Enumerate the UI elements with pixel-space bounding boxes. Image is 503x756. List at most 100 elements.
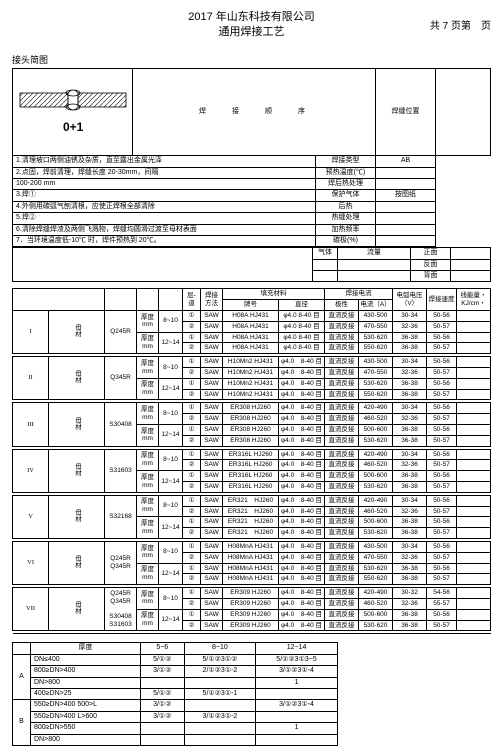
speed-cell: 50-56 bbox=[427, 471, 457, 482]
layer-cell: ② bbox=[183, 368, 201, 379]
thick-cell: 3/①② bbox=[141, 700, 185, 711]
volt-cell: 30-34 bbox=[393, 403, 427, 414]
amp-cell: 530-620 bbox=[359, 620, 393, 631]
thick-label: 厚度mm bbox=[137, 609, 159, 631]
speed-cell: 55-57 bbox=[427, 598, 457, 609]
method-cell: SAW bbox=[201, 378, 223, 389]
pol-cell: 直流反接 bbox=[325, 460, 359, 471]
group-id: II bbox=[13, 357, 49, 400]
volt-cell: 30-34 bbox=[393, 542, 427, 553]
pol-cell: 直流反接 bbox=[325, 517, 359, 528]
volt-cell: 30-34 bbox=[393, 357, 427, 368]
thickness-table: 厚度 5~6 8~10 12~14 ADN≤4005/①②5/①②3①②5/①②… bbox=[12, 642, 338, 746]
step-text: 4.外侧用碳弧气刨清根，应使正焊根全部清除 bbox=[13, 201, 316, 212]
mu-mat: 母材 bbox=[49, 588, 105, 631]
method-cell: SAW bbox=[201, 563, 223, 574]
energy-cell bbox=[457, 598, 491, 609]
hdr-brand: 牌号 bbox=[223, 300, 279, 311]
speed-cell: 50-57 bbox=[427, 389, 457, 400]
pol-cell: 直流反接 bbox=[325, 425, 359, 436]
thick-cell: 5/①②3①3~5 bbox=[256, 654, 337, 665]
thick-label: 厚度mm bbox=[137, 357, 159, 379]
volt-cell: 32-36 bbox=[393, 321, 427, 332]
speed-cell: 50-56 bbox=[427, 311, 457, 322]
thick-label: 厚度mm bbox=[137, 563, 159, 585]
step-r1: 热缝处理 bbox=[316, 213, 376, 224]
thick-val: 12~14 bbox=[159, 425, 183, 447]
gas-fm: 反面 bbox=[411, 259, 451, 270]
volt-cell: 36-38 bbox=[393, 482, 427, 493]
hdr-filler: 填充材料 bbox=[223, 289, 325, 300]
method-cell: SAW bbox=[201, 343, 223, 354]
thick-cell: 3/①②3①-4 bbox=[256, 666, 337, 677]
thick-label: 厚度mm bbox=[137, 471, 159, 493]
mu-mat: 母材 bbox=[49, 311, 105, 354]
volt-cell: 32-36 bbox=[393, 368, 427, 379]
group-mat: Q245RQ345RS30408S31603 bbox=[105, 588, 137, 631]
speed-cell: 50-56 bbox=[427, 609, 457, 620]
speed-cell: 50-56 bbox=[427, 495, 457, 506]
energy-cell bbox=[457, 449, 491, 460]
amp-cell: 430-500 bbox=[359, 357, 393, 368]
pol-cell: 直流反接 bbox=[325, 482, 359, 493]
speed-cell: 50-57 bbox=[427, 552, 457, 563]
gas-bm: 背面 bbox=[411, 271, 451, 282]
group-mat: S32168 bbox=[105, 495, 137, 538]
energy-cell bbox=[457, 389, 491, 400]
thick-group: B bbox=[13, 700, 31, 746]
volt-cell: 36-38 bbox=[393, 609, 427, 620]
steps-header-2: 焊缝位置 bbox=[376, 68, 436, 155]
energy-cell bbox=[457, 620, 491, 631]
volt-cell: 36-38 bbox=[393, 471, 427, 482]
thick-val: 12~14 bbox=[159, 563, 183, 585]
amp-cell: 550-620 bbox=[359, 343, 393, 354]
mu-mat: 母材 bbox=[49, 357, 105, 400]
step-text: 1.清理坡口两侧油锈及杂质，直至露出金属光泽 bbox=[13, 156, 316, 167]
volt-cell: 32-36 bbox=[393, 552, 427, 563]
pol-cell: 直流反接 bbox=[325, 368, 359, 379]
layer-cell: ① bbox=[183, 609, 201, 620]
brand-cell: H08A HJ431 bbox=[223, 343, 279, 354]
group-mat: Q345R bbox=[105, 357, 137, 400]
thick-cell bbox=[256, 711, 337, 722]
amp-cell: 460-520 bbox=[359, 460, 393, 471]
steps-header: 焊 接 顺 序 bbox=[133, 68, 376, 155]
mu-mat: 母材 bbox=[49, 542, 105, 585]
amp-cell: 460-520 bbox=[359, 414, 393, 425]
layer-cell: ① bbox=[183, 449, 201, 460]
thick-cell: 3/①②3①-2 bbox=[184, 711, 256, 722]
volt-cell: 32-36 bbox=[393, 414, 427, 425]
step-r2: AB bbox=[376, 156, 436, 167]
energy-cell bbox=[457, 321, 491, 332]
method-cell: SAW bbox=[201, 574, 223, 585]
thick-cell bbox=[141, 723, 185, 734]
amp-cell: 530-620 bbox=[359, 528, 393, 539]
mu-mat: 母材 bbox=[49, 495, 105, 538]
gas-empty bbox=[13, 248, 313, 282]
thick-label: 厚度mm bbox=[137, 542, 159, 564]
amp-cell: 470-550 bbox=[359, 321, 393, 332]
thick-row-label: 550≥DN>400 500>L bbox=[31, 700, 141, 711]
step-r1: 后热 bbox=[316, 201, 376, 212]
brand-cell: ER309 HJ260 bbox=[223, 609, 279, 620]
step-r1: 保护气体 bbox=[316, 190, 376, 201]
thick-label: 厚度mm bbox=[137, 311, 159, 333]
volt-cell: 36-38 bbox=[393, 574, 427, 585]
pol-cell: 直流反接 bbox=[325, 563, 359, 574]
method-cell: SAW bbox=[201, 414, 223, 425]
pol-cell: 直流反接 bbox=[325, 542, 359, 553]
method-cell: SAW bbox=[201, 332, 223, 343]
pol-cell: 直流反接 bbox=[325, 609, 359, 620]
amp-cell: 530-620 bbox=[359, 482, 393, 493]
volt-cell: 30-34 bbox=[393, 495, 427, 506]
speed-cell: 54-56 bbox=[427, 588, 457, 599]
thick-val: 8~10 bbox=[159, 311, 183, 333]
brand-cell: ER321 HJ260 bbox=[223, 517, 279, 528]
brand-cell: ER309 HJ260 bbox=[223, 598, 279, 609]
step-r2 bbox=[376, 167, 436, 178]
dia-cell: φ4.0 8-40 目 bbox=[279, 598, 325, 609]
step-text: 2.点固，焊前清理，焊缝长度 20-30mm，间隔 bbox=[13, 167, 316, 178]
energy-cell bbox=[457, 471, 491, 482]
amp-cell: 530-620 bbox=[359, 435, 393, 446]
brand-cell: ER316L HJ260 bbox=[223, 460, 279, 471]
